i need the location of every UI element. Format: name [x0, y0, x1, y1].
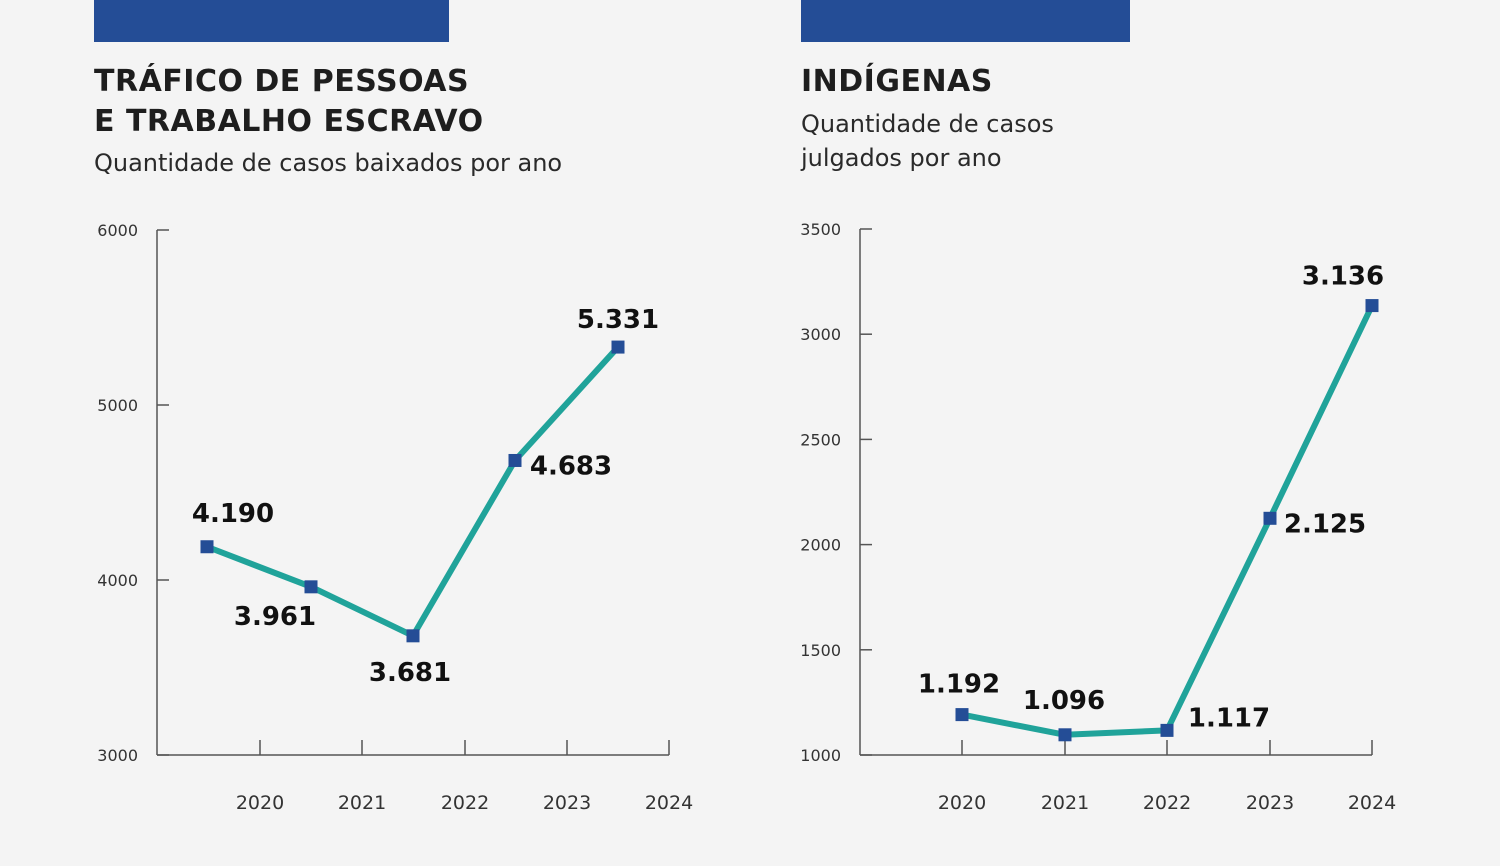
header-bar-right: [801, 0, 1130, 42]
data-point: [406, 629, 420, 643]
y-tick-label: 6000: [97, 221, 138, 240]
x-tick-label: 2020: [938, 792, 986, 814]
data-label: 3.681: [369, 658, 451, 688]
x-tick-label: 2020: [236, 792, 284, 814]
y-tick-label: 1000: [800, 746, 841, 765]
chart-title-left: TRÁFICO DE PESSOAS E TRABALHO ESCRAVO: [94, 64, 484, 139]
x-tick-label: 2021: [338, 792, 386, 814]
series-line: [205, 345, 621, 639]
data-label: 4.190: [192, 499, 274, 529]
data-point: [955, 708, 969, 722]
y-tick-label: 5000: [97, 396, 138, 415]
data-point: [508, 453, 522, 467]
x-tick-label: 2022: [441, 792, 489, 814]
data-point: [1160, 723, 1174, 737]
chart-subtitle-right: Quantidade de casos julgados por ano: [801, 110, 1054, 172]
x-tick-label: 2022: [1143, 792, 1191, 814]
data-point: [200, 540, 214, 554]
y-tick-label: 4000: [97, 571, 138, 590]
data-label: 5.331: [577, 305, 659, 335]
x-tick-label: 2021: [1041, 792, 1089, 814]
y-tick-label: 3000: [800, 325, 841, 344]
data-label: 2.125: [1284, 509, 1366, 539]
y-tick-label: 3500: [800, 220, 841, 239]
data-label: 4.683: [530, 451, 612, 481]
data-label: 3.961: [234, 602, 316, 632]
x-tick-label: 2023: [1246, 792, 1294, 814]
data-point: [1058, 728, 1072, 742]
data-label: 3.136: [1302, 262, 1384, 292]
y-tick-label: 3000: [97, 746, 138, 765]
data-point: [1365, 299, 1379, 313]
data-point: [304, 580, 318, 594]
data-label: 1.117: [1188, 703, 1270, 733]
y-tick-label: 2000: [800, 536, 841, 555]
y-tick-label: 1500: [800, 641, 841, 660]
data-point: [1263, 511, 1277, 525]
chart-subtitle-left: Quantidade de casos baixados por ano: [94, 149, 563, 177]
x-tick-label: 2024: [645, 792, 693, 814]
data-label: 1.096: [1023, 686, 1105, 716]
x-tick-label: 2024: [1348, 792, 1396, 814]
x-tick-label: 2023: [543, 792, 591, 814]
data-label: 1.192: [918, 670, 1000, 700]
y-tick-label: 2500: [800, 430, 841, 449]
data-point: [611, 340, 625, 354]
chart-title-right: INDÍGENAS: [801, 64, 993, 99]
header-bar-left: [94, 0, 449, 42]
